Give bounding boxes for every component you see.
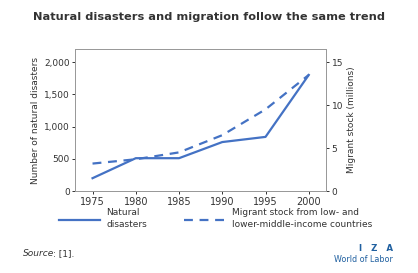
Text: World of Labor: World of Labor (334, 255, 393, 264)
Y-axis label: Migrant stock (millions): Migrant stock (millions) (347, 67, 356, 173)
Text: Natural disasters and migration follow the same trend: Natural disasters and migration follow t… (33, 12, 385, 22)
Y-axis label: Number of natural disasters: Number of natural disasters (31, 57, 40, 184)
Text: Natural
disasters: Natural disasters (107, 208, 147, 229)
Text: Source: Source (23, 249, 54, 258)
Text: Migrant stock from low- and
lower-middle-income countries: Migrant stock from low- and lower-middle… (232, 208, 372, 229)
Text: : [1].: : [1]. (53, 249, 74, 258)
Text: I   Z   A: I Z A (359, 244, 393, 253)
